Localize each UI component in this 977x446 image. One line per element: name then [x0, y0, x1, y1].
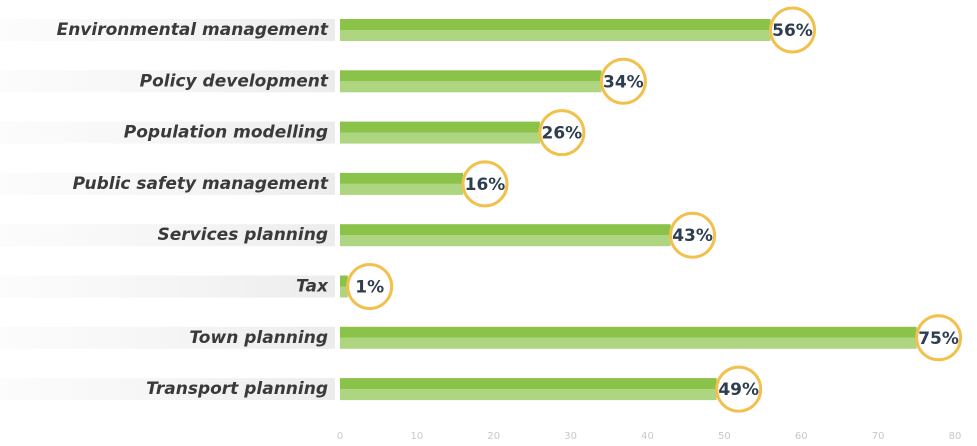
category-label: Population modelling — [124, 123, 328, 143]
category-label: Town planning — [189, 328, 328, 348]
category-label: Transport planning — [146, 379, 328, 399]
category-label: Services planning — [158, 225, 328, 245]
bar — [340, 378, 717, 401]
bar — [340, 275, 348, 298]
bar — [340, 224, 671, 247]
label-stripe — [0, 172, 335, 195]
category-label: Policy development — [140, 71, 329, 91]
value-badge — [915, 314, 963, 362]
category-label: Public safety management — [73, 174, 329, 194]
bar — [340, 19, 771, 41]
value-label: 34% — [603, 72, 644, 92]
value-badge — [538, 109, 586, 157]
value-badge — [346, 263, 394, 310]
label-stripe — [0, 275, 335, 298]
value-badge — [769, 6, 816, 54]
x-tick-label: 60 — [795, 431, 808, 442]
bar — [340, 121, 540, 144]
value-badge — [461, 160, 509, 208]
value-label: 75% — [918, 329, 959, 349]
bar — [340, 326, 917, 349]
value-badge — [599, 57, 647, 105]
label-stripe — [0, 326, 335, 349]
x-tick-label: 40 — [641, 431, 654, 442]
label-stripe — [0, 19, 335, 41]
x-tick-label: 30 — [564, 431, 577, 442]
value-label: 16% — [465, 175, 506, 195]
value-badge — [669, 211, 717, 259]
value-label: 1% — [355, 278, 384, 298]
value-label: 56% — [772, 21, 813, 41]
value-label: 26% — [542, 124, 583, 144]
x-tick-label: 80 — [949, 431, 962, 442]
category-label: Tax — [296, 277, 329, 297]
value-badge — [715, 365, 763, 413]
category-label: Environmental management — [57, 20, 329, 40]
label-stripe — [0, 224, 335, 247]
x-tick-label: 70 — [872, 431, 885, 442]
x-tick-label: 50 — [718, 431, 731, 442]
x-tick-label: 20 — [487, 431, 500, 442]
value-label: 49% — [718, 380, 759, 400]
label-stripe — [0, 378, 335, 401]
label-stripe — [0, 70, 335, 93]
bar — [340, 70, 602, 93]
x-tick-label: 0 — [337, 431, 343, 442]
bar — [340, 172, 463, 195]
label-stripe — [0, 121, 335, 144]
value-label: 43% — [672, 226, 713, 246]
x-tick-label: 10 — [411, 431, 424, 442]
